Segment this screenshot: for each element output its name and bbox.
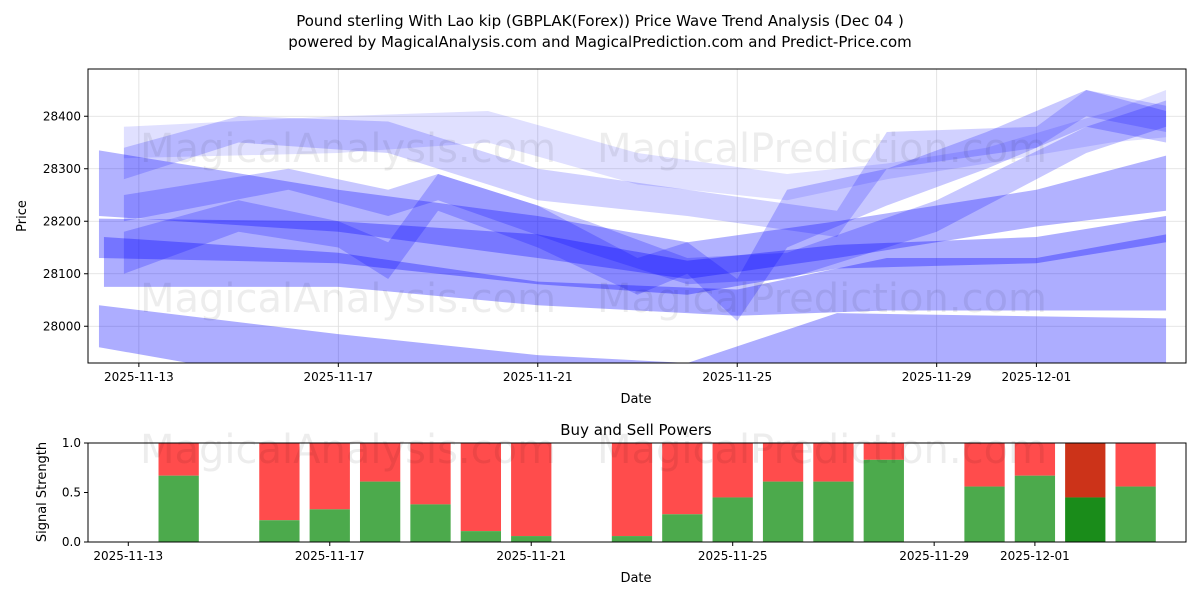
x-tick-label: 2025-11-25 — [698, 549, 768, 563]
watermark: MagicalAnalysis.com — [140, 276, 556, 322]
sell-bar — [511, 443, 552, 537]
sell-bar — [410, 443, 451, 505]
sell-bar — [259, 443, 300, 521]
sell-bar — [964, 443, 1005, 487]
buy-bar — [259, 520, 300, 542]
buy-sell-power-chart: 2025-11-13 2025-11-17 2025-11-21 2025-11-25… — [62, 427, 1187, 563]
x-tick-label: 2025-11-13 — [93, 549, 163, 563]
x-tick-label: 2025-11-29 — [899, 549, 969, 563]
sell-bar — [1115, 443, 1156, 487]
buy-bar — [662, 514, 703, 542]
sell-bar — [1014, 443, 1056, 476]
buy-bar — [762, 481, 804, 542]
sell-bar — [1065, 443, 1106, 498]
buy-bar — [511, 536, 552, 542]
top-y-label: Price — [15, 200, 30, 232]
y-tick-label: 28000 — [43, 319, 81, 333]
buy-bar — [1065, 497, 1106, 542]
watermark: MagicalAnalysis.com — [140, 126, 556, 172]
y-tick-label: 28100 — [43, 267, 81, 281]
buy-bar — [158, 475, 199, 542]
x-tick-label: 2025-11-17 — [303, 370, 373, 384]
sell-bar — [863, 443, 904, 460]
x-tick-label: 2025-11-17 — [295, 549, 365, 563]
title-line-2: powered by MagicalAnalysis.com and Magic… — [288, 33, 912, 51]
sell-bar — [662, 443, 703, 515]
sell-bar — [813, 443, 854, 482]
x-tick-label: 2025-11-13 — [104, 370, 174, 384]
buy-bar — [359, 481, 401, 542]
x-tick-label: 2025-12-01 — [1000, 549, 1070, 563]
buy-bar — [863, 459, 904, 542]
sell-bar — [712, 443, 753, 498]
y-tick-label: 0.0 — [62, 535, 81, 549]
buy-bar — [611, 536, 653, 542]
watermark: MagicalPrediction.com — [597, 427, 1047, 473]
buy-bar — [712, 497, 753, 542]
bottom-chart-title: Buy and Sell Powers — [560, 421, 712, 439]
title-line-1: Pound sterling With Lao kip (GBPLAK(Fore… — [296, 12, 904, 30]
watermark: MagicalPrediction.com — [597, 126, 1047, 172]
sell-bar — [359, 443, 401, 482]
x-tick-label: 2025-11-29 — [902, 370, 972, 384]
y-tick-label: 28300 — [43, 162, 81, 176]
sell-bar — [611, 443, 653, 537]
wave-band-4 — [123, 90, 1167, 201]
wave-band-5 — [123, 90, 1167, 237]
wave-band-1 — [103, 234, 1167, 316]
sell-bar — [158, 443, 199, 476]
price-wave-chart: 2025-11-13 2025-11-17 2025-11-21 2025-11-25… — [43, 68, 1187, 384]
wave-band-2 — [98, 216, 1167, 295]
sell-bar — [309, 443, 350, 510]
buy-bar — [309, 509, 350, 542]
wave-band-0 — [98, 305, 1167, 363]
y-tick-label: 28200 — [43, 214, 81, 228]
top-x-label: Date — [620, 392, 651, 407]
y-tick-label: 0.5 — [62, 486, 81, 500]
buy-bar — [1014, 475, 1056, 542]
buy-bar — [813, 481, 854, 542]
plot-frame — [87, 442, 1187, 543]
x-tick-label: 2025-11-25 — [702, 370, 772, 384]
x-tick-label: 2025-11-21 — [503, 370, 573, 384]
x-tick-label: 2025-11-21 — [496, 549, 566, 563]
buy-bar — [410, 504, 451, 542]
sell-bar — [460, 443, 502, 532]
watermark: MagicalAnalysis.com — [140, 427, 556, 473]
buy-bar — [460, 531, 502, 542]
bottom-x-label: Date — [620, 571, 651, 586]
y-tick-label: 28400 — [43, 109, 81, 123]
wave-band-6 — [123, 90, 1167, 321]
x-tick-label: 2025-12-01 — [1002, 370, 1072, 384]
wave-band-7 — [123, 100, 1167, 285]
wave-band-3 — [98, 150, 1167, 279]
bottom-y-label: Signal Strength — [35, 442, 50, 542]
watermark: MagicalPrediction.com — [597, 276, 1047, 322]
buy-bar — [964, 486, 1005, 542]
buy-bar — [1115, 486, 1156, 542]
plot-frame — [87, 68, 1187, 364]
sell-bar — [762, 443, 804, 482]
wave-bands — [98, 90, 1167, 363]
y-tick-label: 1.0 — [62, 436, 81, 450]
